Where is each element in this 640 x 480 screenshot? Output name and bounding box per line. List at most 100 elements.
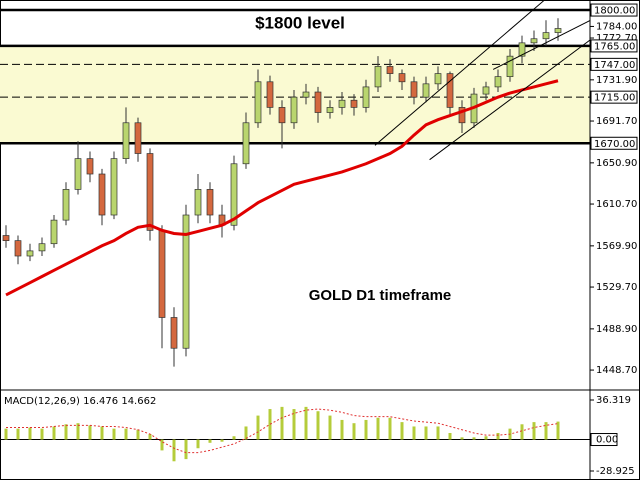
- candle-body: [506, 55, 514, 78]
- macd-bar: [520, 424, 524, 440]
- level-label-box: [590, 90, 638, 104]
- y-tick-label: 1772.70: [596, 33, 637, 44]
- macd-bar: [412, 426, 416, 440]
- candle-body: [182, 214, 190, 349]
- candle-body: [122, 122, 130, 159]
- y-tick-label: 1448.70: [596, 365, 637, 376]
- macd-tick-label: -28.925: [596, 466, 635, 477]
- macd-bar: [136, 429, 140, 440]
- candle-body: [410, 81, 418, 98]
- macd-name: MACD(12,26,9): [4, 396, 80, 407]
- moving-average: [5, 79, 559, 297]
- macd-bar: [280, 406, 284, 440]
- macd-bar: [436, 426, 440, 440]
- level-label: 1800.00: [594, 6, 635, 17]
- signal-value: 14.662: [121, 396, 156, 407]
- candle-body: [134, 122, 142, 154]
- candle-body: [110, 158, 118, 216]
- candle-body: [446, 73, 454, 108]
- candle-body: [38, 243, 46, 252]
- level-label-box: [590, 136, 638, 150]
- candle-body: [266, 81, 274, 108]
- candle-body: [338, 99, 346, 108]
- macd-bar: [196, 439, 200, 449]
- macd-bar: [556, 421, 560, 440]
- macd-bar: [208, 439, 212, 443]
- y-tick-label: 1784.00: [596, 21, 637, 32]
- macd-bar: [364, 419, 368, 440]
- chart-caption: GOLD D1 timeframe: [309, 287, 452, 304]
- candle-body: [170, 317, 178, 349]
- candle-body: [290, 96, 298, 124]
- candle-body: [518, 42, 526, 57]
- macd-bar: [244, 426, 248, 440]
- macd-bar: [88, 425, 92, 440]
- level-label: 1747.00: [594, 60, 635, 71]
- macd-bar: [532, 422, 536, 440]
- candle-body: [158, 230, 166, 318]
- macd-bar: [304, 406, 308, 440]
- candle-body: [74, 158, 82, 190]
- candle-body: [2, 235, 10, 241]
- macd-bar: [64, 424, 68, 440]
- candle-body: [326, 107, 334, 113]
- macd-bar: [172, 439, 176, 462]
- macd-bar: [76, 423, 80, 440]
- candle-body: [230, 163, 238, 226]
- macd-bar: [4, 428, 8, 440]
- trendline: [374, 0, 546, 146]
- candle-body: [542, 32, 550, 40]
- candle-body: [482, 86, 490, 95]
- candle-body: [398, 73, 406, 83]
- candle-body: [314, 91, 322, 113]
- macd-bar: [232, 436, 236, 440]
- y-tick-label: 1488.90: [596, 324, 637, 335]
- candle-body: [98, 173, 106, 216]
- macd-bar: [220, 439, 224, 442]
- candle-body: [14, 240, 22, 257]
- macd-label-box: [590, 433, 618, 447]
- macd-bar: [376, 417, 380, 440]
- macd-bar: [340, 419, 344, 440]
- candle-body: [242, 122, 250, 165]
- macd-bar: [16, 428, 20, 440]
- candle-body: [50, 219, 58, 245]
- macd-bar: [544, 422, 548, 440]
- candle-body: [422, 83, 430, 98]
- trendline: [429, 39, 591, 161]
- macd-bar: [400, 422, 404, 440]
- candle-body: [86, 158, 94, 175]
- candle-body: [386, 66, 394, 74]
- level-label-box: [590, 57, 638, 71]
- macd-bar: [112, 428, 116, 440]
- candle-body: [554, 28, 562, 33]
- level-label-box: [590, 39, 638, 53]
- candle-body: [62, 189, 70, 221]
- macd-signal: [6, 408, 559, 454]
- macd-bar: [160, 439, 164, 451]
- macd-bar: [496, 432, 500, 440]
- candle-body: [434, 73, 442, 85]
- macd-bar: [352, 423, 356, 440]
- macd-bar: [124, 428, 128, 440]
- candle-body: [26, 250, 34, 257]
- y-tick-label: 1529.70: [596, 282, 637, 293]
- macd-bar: [292, 409, 296, 440]
- support-zone: [0, 45, 590, 144]
- y-tick-label: 1569.90: [596, 241, 637, 252]
- candle-body: [302, 91, 310, 98]
- macd-tick-label: 0.00: [596, 435, 618, 446]
- macd-bar: [448, 432, 452, 440]
- macd-bar: [40, 428, 44, 440]
- y-tick-label: 1691.70: [596, 116, 637, 127]
- candle-body: [350, 99, 358, 108]
- macd-bar: [472, 437, 476, 440]
- macd-bar: [424, 426, 428, 440]
- candle-body: [530, 38, 538, 44]
- candle-body: [254, 81, 262, 124]
- macd-bar: [460, 437, 464, 440]
- macd-legend: MACD(12,26,9) 16.476 14.662: [4, 396, 156, 407]
- y-tick-label: 1610.70: [596, 199, 637, 210]
- macd-bar: [256, 415, 260, 440]
